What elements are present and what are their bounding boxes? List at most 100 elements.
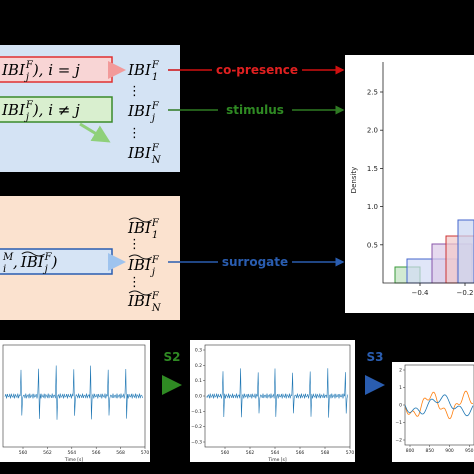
subscript: j [43, 264, 48, 275]
subscript: j [24, 112, 29, 123]
subscript: N [151, 155, 162, 166]
input-box-red [0, 56, 113, 83]
math-symbol: IBI [1, 61, 26, 79]
tilde [128, 254, 153, 260]
y-tick-label: −1 [395, 420, 402, 426]
x-tick-label: −0.2 [457, 289, 474, 297]
superscript: F [151, 255, 160, 266]
tilde [128, 290, 153, 296]
plot-panel [190, 340, 355, 462]
y-tick-label: 1.5 [367, 165, 378, 173]
signal-trace [206, 368, 349, 418]
math-symbol: IBI [127, 292, 152, 310]
math-symbol: IBI [127, 144, 152, 162]
x-tick-label: 562 [43, 450, 52, 456]
x-tick-label: 564 [68, 450, 77, 456]
x-tick-label: 568 [321, 450, 330, 456]
superscript: F [151, 143, 160, 154]
y-tick-label: −2 [395, 438, 402, 444]
arrow-label: surrogate [222, 255, 288, 269]
x-tick-label: 570 [141, 450, 150, 456]
tilde [128, 217, 153, 223]
label-bg [212, 62, 302, 78]
y-tick-label: −0.2 [191, 424, 202, 430]
math-symbol: IBI [127, 256, 152, 274]
y-tick-label: 0.3 [195, 348, 202, 354]
arrow-label: co-presence [216, 63, 298, 77]
superscript: F [151, 101, 160, 112]
subscript: 1 [152, 230, 158, 241]
tilde [21, 251, 45, 257]
x-tick-label: −0.4 [412, 289, 430, 297]
label-bg [218, 102, 292, 118]
superscript: F [25, 60, 34, 71]
vdots: ⋮ [128, 126, 141, 141]
y-tick-label: 2 [399, 368, 402, 374]
math-symbol: IBI [20, 253, 45, 271]
subscript: j [150, 113, 155, 124]
x-tick-label: 900 [445, 448, 454, 454]
input-box-green [0, 96, 113, 123]
hist-bar [457, 219, 474, 284]
math-tail: ), i ≠ j [32, 101, 80, 119]
superscript: F [151, 291, 160, 302]
y-tick-label: 1.0 [367, 203, 378, 211]
vdots: ⋮ [128, 84, 141, 99]
x-tick-label: 568 [116, 450, 125, 456]
math-symbol: IBI [1, 101, 26, 119]
x-tick-label: 566 [92, 450, 101, 456]
x-tick-label: 570 [346, 450, 355, 456]
superscript: M [2, 252, 14, 263]
y-tick-label: 1 [399, 385, 402, 391]
x-tick-label: 562 [246, 450, 255, 456]
plot-panel [392, 362, 474, 462]
math-symbol: IBI [127, 61, 152, 79]
math-sep: , [13, 253, 18, 271]
y-tick-label: 0.5 [367, 241, 378, 249]
x-tick-label: 560 [221, 450, 230, 456]
y-tick-label: 2.5 [367, 89, 378, 97]
superscript: F [25, 100, 34, 111]
subscript: 1 [152, 72, 158, 83]
y-tick-label: −0.1 [191, 409, 202, 415]
axis-label: Density [350, 167, 358, 194]
arrow [79, 122, 111, 143]
signal-trace [404, 394, 474, 417]
signal-trace [4, 365, 143, 420]
math-symbol: IBI [127, 102, 152, 120]
axis-label: Time [s] [64, 457, 84, 463]
x-tick-label: 560 [19, 450, 28, 456]
vdots: ⋮ [128, 237, 141, 252]
math-tail: ), i = j [32, 61, 80, 79]
subscript: i [3, 264, 6, 275]
step-label: S2 [164, 350, 181, 364]
label-bg [218, 254, 292, 270]
superscript: F [151, 218, 160, 229]
y-tick-label: 2.0 [367, 127, 378, 135]
x-tick-label: 566 [296, 450, 305, 456]
y-tick-label: 0.0 [195, 394, 202, 400]
plot-frame [2, 344, 146, 448]
y-tick-label: 0.2 [195, 363, 202, 369]
step-arrow [162, 375, 182, 395]
subscript: j [150, 267, 155, 278]
superscript: F [151, 60, 160, 71]
x-tick-label: 950 [465, 448, 474, 454]
x-tick-label: 850 [425, 448, 434, 454]
subscript: N [151, 303, 162, 314]
step-label: S3 [367, 350, 384, 364]
y-tick-label: 0.1 [195, 378, 202, 384]
vdots: ⋮ [128, 275, 141, 290]
math-symbol: IBI [127, 219, 152, 237]
subscript: j [24, 72, 29, 83]
x-tick-label: 800 [406, 448, 415, 454]
step-arrow [365, 375, 385, 395]
math-tail: ) [51, 253, 58, 271]
signal-trace [404, 390, 474, 420]
arrow-label: stimulus [226, 103, 284, 117]
y-tick-label: −0.3 [191, 440, 202, 446]
y-tick-label: 0 [399, 403, 402, 409]
superscript: F [44, 252, 53, 263]
x-tick-label: 564 [271, 450, 280, 456]
